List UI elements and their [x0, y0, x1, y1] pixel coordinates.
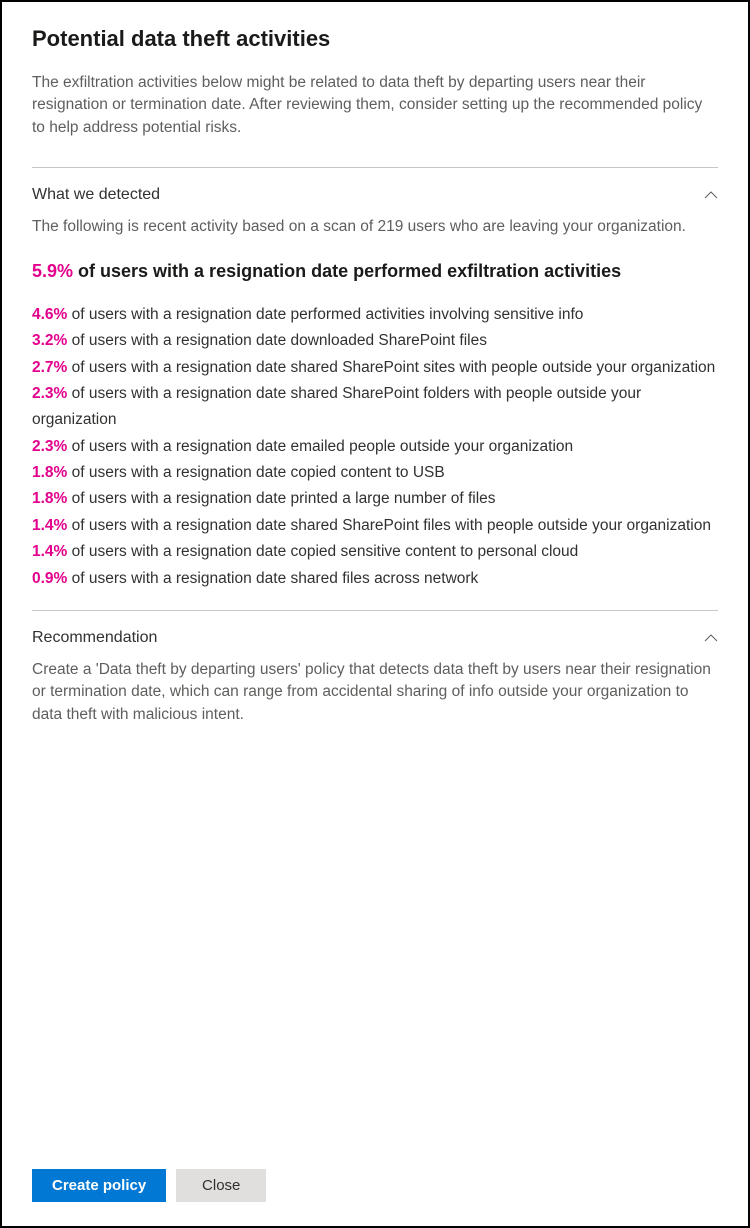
- detected-section-title: What we detected: [32, 186, 160, 204]
- detected-section-header[interactable]: What we detected: [32, 186, 718, 204]
- stat-item: 2.7% of users with a resignation date sh…: [32, 355, 718, 381]
- detected-section: What we detected The following is recent…: [32, 168, 718, 609]
- stat-item: 1.4% of users with a resignation date co…: [32, 539, 718, 565]
- headline-percent: 5.9%: [32, 261, 73, 281]
- stat-item: 1.8% of users with a resignation date pr…: [32, 486, 718, 512]
- stat-percent: 1.4%: [32, 543, 67, 560]
- stat-item: 1.8% of users with a resignation date co…: [32, 460, 718, 486]
- recommendation-text: Create a 'Data theft by departing users'…: [32, 659, 718, 726]
- stat-item: 0.9% of users with a resignation date sh…: [32, 566, 718, 592]
- stat-percent: 0.9%: [32, 570, 67, 587]
- stat-text: of users with a resignation date printed…: [67, 490, 495, 507]
- create-policy-button[interactable]: Create policy: [32, 1169, 166, 1202]
- panel-footer: Create policy Close: [2, 1153, 748, 1226]
- stat-item: 3.2% of users with a resignation date do…: [32, 328, 718, 354]
- stat-percent: 2.7%: [32, 359, 67, 376]
- close-button[interactable]: Close: [176, 1169, 266, 1202]
- detected-intro: The following is recent activity based o…: [32, 216, 718, 238]
- panel-description: The exfiltration activities below might …: [32, 72, 718, 139]
- recommendation-section: Recommendation Create a 'Data theft by d…: [32, 611, 718, 744]
- stat-text: of users with a resignation date shared …: [67, 517, 711, 534]
- stat-percent: 3.2%: [32, 332, 67, 349]
- stat-percent: 4.6%: [32, 306, 67, 323]
- stat-item: 4.6% of users with a resignation date pe…: [32, 302, 718, 328]
- recommendation-section-header[interactable]: Recommendation: [32, 629, 718, 647]
- stat-percent: 2.3%: [32, 438, 67, 455]
- stat-percent: 1.8%: [32, 490, 67, 507]
- stat-percent: 1.4%: [32, 517, 67, 534]
- panel-title: Potential data theft activities: [32, 26, 718, 52]
- stat-list: 4.6% of users with a resignation date pe…: [32, 302, 718, 592]
- chevron-up-icon: [704, 631, 718, 645]
- recommendation-section-title: Recommendation: [32, 629, 157, 647]
- headline-text: of users with a resignation date perform…: [73, 261, 621, 281]
- stat-text: of users with a resignation date copied …: [67, 543, 578, 560]
- stat-text: of users with a resignation date shared …: [32, 385, 641, 428]
- chevron-up-icon: [704, 188, 718, 202]
- stat-item: 1.4% of users with a resignation date sh…: [32, 513, 718, 539]
- stat-percent: 1.8%: [32, 464, 67, 481]
- stat-text: of users with a resignation date emailed…: [67, 438, 573, 455]
- stat-text: of users with a resignation date shared …: [67, 359, 715, 376]
- stat-text: of users with a resignation date copied …: [67, 464, 444, 481]
- headline-stat: 5.9% of users with a resignation date pe…: [32, 259, 718, 284]
- stat-item: 2.3% of users with a resignation date em…: [32, 434, 718, 460]
- stat-percent: 2.3%: [32, 385, 67, 402]
- stat-item: 2.3% of users with a resignation date sh…: [32, 381, 718, 434]
- stat-text: of users with a resignation date shared …: [67, 570, 478, 587]
- stat-text: of users with a resignation date downloa…: [67, 332, 487, 349]
- stat-text: of users with a resignation date perform…: [67, 306, 583, 323]
